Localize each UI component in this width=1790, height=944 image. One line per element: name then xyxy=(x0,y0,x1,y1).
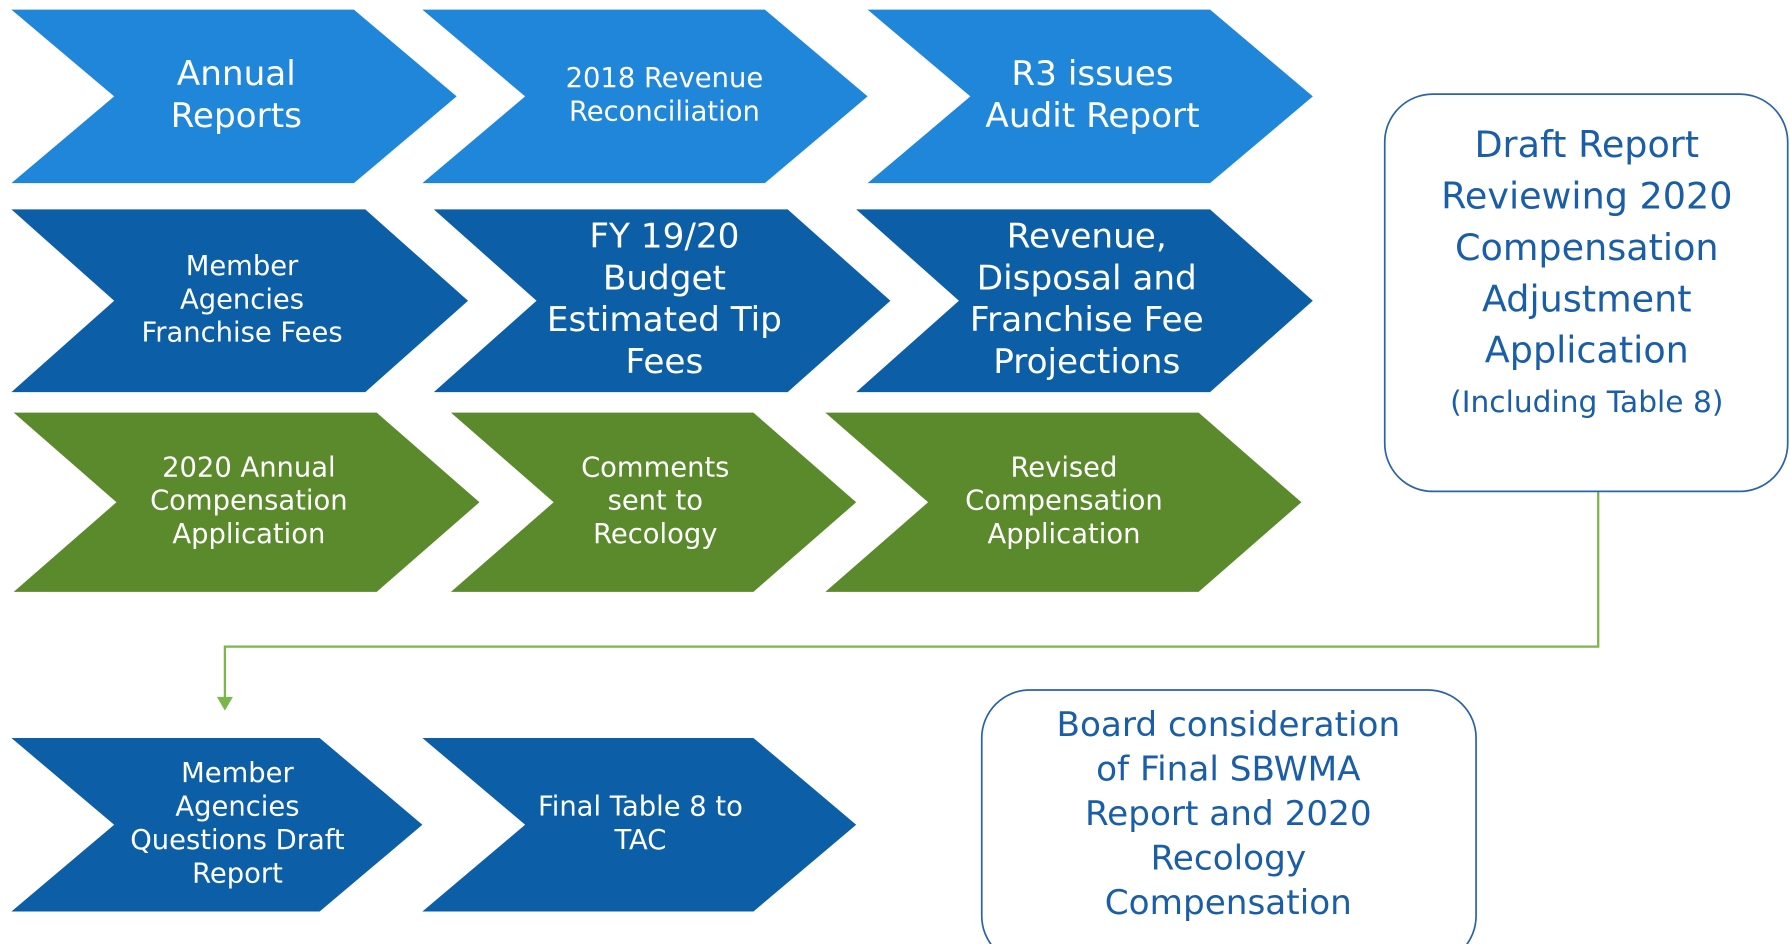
chevron xyxy=(825,412,1302,592)
chevron xyxy=(11,9,457,184)
chevron xyxy=(450,412,857,592)
box-label: Compensation xyxy=(1105,883,1352,923)
step-label: Audit Report xyxy=(985,96,1199,136)
step-label: Agencies xyxy=(180,284,304,315)
step-label: Reconciliation xyxy=(569,97,760,128)
step-label: Application xyxy=(172,519,325,550)
box-label: Board consideration xyxy=(1056,705,1400,745)
step-label: FY 19/20 xyxy=(589,217,739,257)
box-label: Report and 2020 xyxy=(1085,794,1372,834)
chevron xyxy=(856,209,1313,393)
step-label: R3 issues xyxy=(1011,54,1173,94)
step-label: Disposal and xyxy=(977,258,1197,298)
connector xyxy=(223,489,1600,700)
chevron xyxy=(422,737,857,912)
step-label: Report xyxy=(192,858,283,889)
step-label: Questions Draft xyxy=(130,825,345,856)
step-label: Estimated Tip xyxy=(547,300,782,340)
chevron xyxy=(13,412,480,592)
box-label: Reviewing 2020 xyxy=(1441,175,1732,218)
arrow-head xyxy=(216,696,233,711)
box xyxy=(980,689,1477,944)
box xyxy=(1383,93,1789,493)
chevron xyxy=(867,9,1313,184)
chevron xyxy=(11,737,423,912)
chevron xyxy=(422,9,868,184)
step-label: 2018 Revenue xyxy=(566,63,764,94)
step-label: Revenue, xyxy=(1007,217,1167,257)
step-label: Revised xyxy=(1010,452,1117,483)
step-label: Agencies xyxy=(175,792,299,823)
box-label: of Final SBWMA xyxy=(1096,750,1361,790)
step-label: Budget xyxy=(603,258,726,298)
step-label: Annual xyxy=(177,54,296,94)
step-label: Reports xyxy=(171,96,302,136)
box-label: (Including Table 8) xyxy=(1450,384,1723,419)
step-label: Compensation xyxy=(965,486,1163,517)
step-label: Application xyxy=(987,519,1140,550)
step-label: Recology xyxy=(593,519,717,550)
step-label: Fees xyxy=(626,342,704,382)
step-label: Franchise Fees xyxy=(141,318,342,349)
step-label: Projections xyxy=(993,342,1180,382)
step-label: Member xyxy=(181,758,294,789)
box-label: Recology xyxy=(1151,839,1307,879)
step-label: TAC xyxy=(613,825,666,856)
box-label: Compensation xyxy=(1455,226,1719,269)
step-label: Comments xyxy=(581,452,729,483)
box-label: Adjustment xyxy=(1482,277,1692,320)
step-label: Compensation xyxy=(150,486,348,517)
chevron xyxy=(11,209,469,393)
step-label: Final Table 8 to xyxy=(538,792,743,823)
chevron xyxy=(433,209,891,393)
step-label: 2020 Annual xyxy=(162,452,336,483)
box-label: Draft Report xyxy=(1474,123,1699,166)
box-label: Application xyxy=(1485,329,1689,372)
step-label: Member xyxy=(186,251,299,282)
step-label: Franchise Fee xyxy=(970,300,1204,340)
step-label: sent to xyxy=(608,486,703,517)
